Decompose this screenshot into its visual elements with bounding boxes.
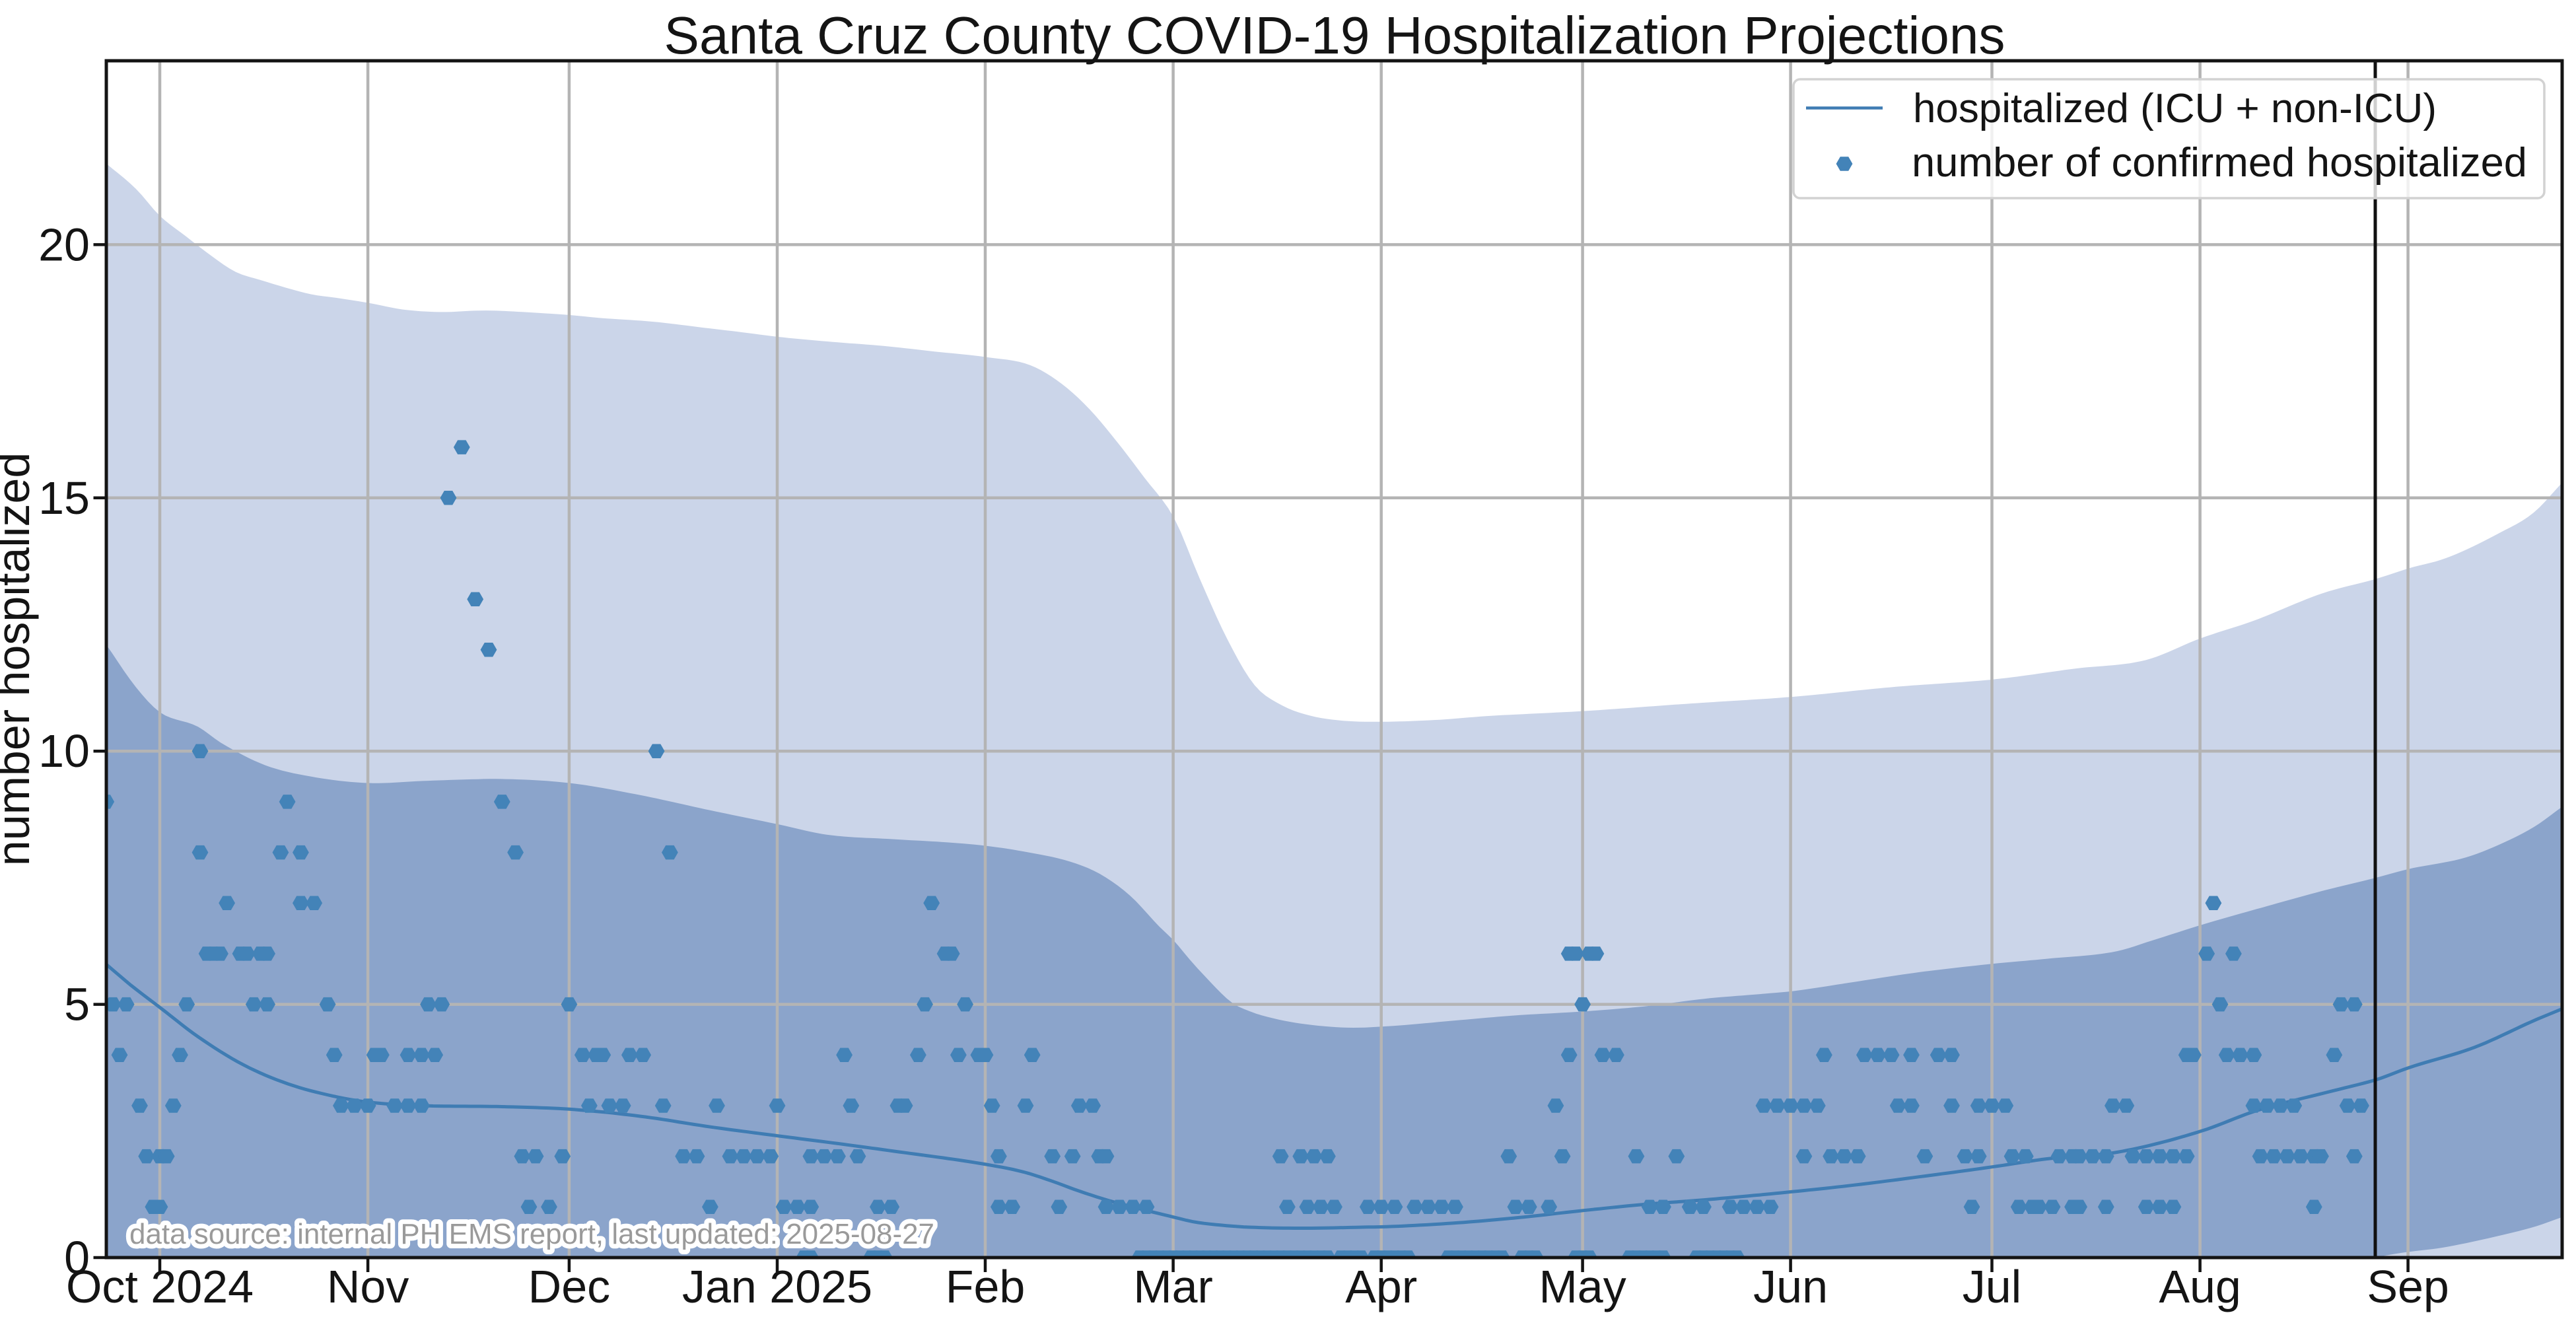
svg-text:Oct 2024: Oct 2024 [66,1261,254,1312]
svg-text:10: 10 [38,725,90,777]
svg-text:Jul: Jul [1963,1261,2021,1312]
svg-text:5: 5 [64,979,90,1030]
svg-text:Mar: Mar [1133,1261,1213,1312]
svg-text:May: May [1539,1261,1626,1312]
svg-text:Dec: Dec [528,1261,610,1312]
svg-text:15: 15 [38,472,90,524]
svg-text:hospitalized (ICU + non-ICU): hospitalized (ICU + non-ICU) [1913,86,2437,131]
svg-text:Aug: Aug [2159,1261,2241,1312]
svg-text:Sep: Sep [2367,1261,2449,1312]
svg-text:Nov: Nov [327,1261,409,1312]
svg-text:Jun: Jun [1753,1261,1828,1312]
svg-text:Apr: Apr [1345,1261,1417,1312]
svg-text:20: 20 [38,219,90,270]
svg-text:Feb: Feb [946,1261,1026,1312]
svg-text:0: 0 [64,1232,90,1283]
svg-text:number hospitalized: number hospitalized [0,452,39,866]
svg-text:Santa Cruz County COVID-19 Hos: Santa Cruz County COVID-19 Hospitalizati… [664,6,2005,65]
svg-text:number of confirmed hospitaliz: number of confirmed hospitalized [1912,140,2527,186]
svg-text:data source: internal PH EMS r: data source: internal PH EMS report, las… [129,1218,934,1250]
svg-text:Jan 2025: Jan 2025 [682,1261,872,1312]
